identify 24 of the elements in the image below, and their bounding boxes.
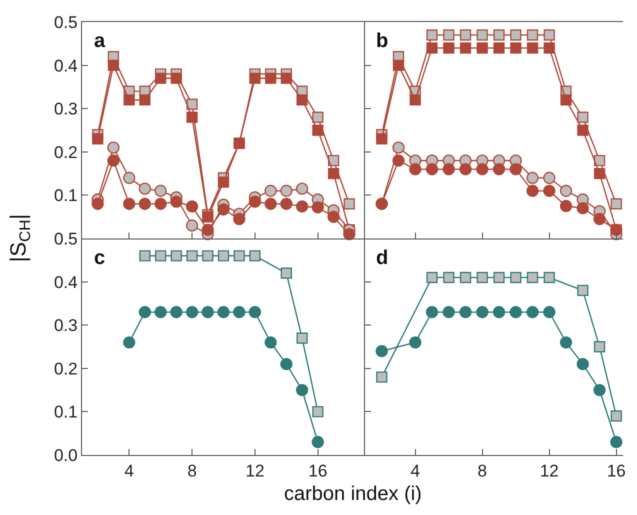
y-tick-label: 0.4 bbox=[54, 56, 78, 76]
y-tick-label: 0.2 bbox=[54, 142, 78, 162]
x-tick-label: 8 bbox=[478, 461, 488, 480]
annotation: b bbox=[376, 30, 388, 52]
y-tick-label: 0.3 bbox=[54, 316, 78, 336]
y-tick-label: 0.0 bbox=[54, 446, 78, 465]
x-tick-label: 4 bbox=[124, 461, 134, 480]
y-tick-label: 0.3 bbox=[54, 100, 78, 119]
y-tick-label: 0.4 bbox=[54, 272, 78, 292]
y-tick-label: 0.1 bbox=[54, 186, 78, 206]
y-tick-label: 0.1 bbox=[54, 402, 78, 422]
x-tick-label: 16 bbox=[308, 461, 328, 480]
x-tick-label: 4 bbox=[410, 461, 420, 480]
x-tick-label: 12 bbox=[540, 461, 559, 480]
x-tick-label: 8 bbox=[187, 461, 197, 480]
x-tick-label: 16 bbox=[606, 461, 626, 480]
annotation: d bbox=[376, 247, 388, 269]
x-axis-title: carbon index (i) bbox=[284, 483, 422, 505]
annotation: a bbox=[94, 30, 106, 52]
y-tick-label: 0.5 bbox=[54, 12, 78, 32]
x-tick-label: 12 bbox=[245, 461, 264, 480]
y-tick-label: 0.5 bbox=[54, 229, 78, 248]
y-tick-label: 0.2 bbox=[54, 359, 78, 378]
annotation: c bbox=[94, 247, 106, 269]
